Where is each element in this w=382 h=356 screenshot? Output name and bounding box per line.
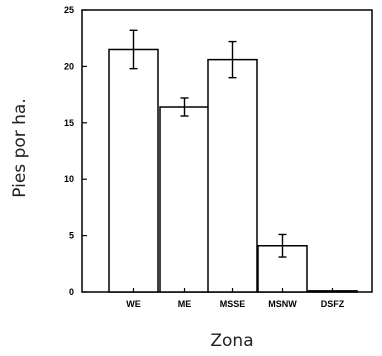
y-tick-label-5: 25 — [64, 5, 74, 15]
x-axis: WE ME MSSE MSNW DSFZ — [126, 288, 345, 309]
y-tick-label-0: 0 — [69, 287, 74, 297]
y-tick-label-3: 15 — [64, 118, 74, 128]
y-axis: 0 5 10 15 20 25 — [64, 5, 87, 297]
x-axis-title: Zona — [210, 331, 253, 351]
x-tick-label-msnw: MSNW — [268, 299, 297, 309]
bar-msse — [207, 58, 258, 293]
y-axis-title: Pies por ha. — [10, 98, 30, 198]
x-tick-label-me: ME — [178, 299, 192, 309]
bar-we — [108, 48, 159, 293]
bar-me — [159, 106, 210, 293]
x-tick-label-dsfz: DSFZ — [321, 299, 345, 309]
y-tick-label-1: 5 — [69, 231, 74, 241]
x-tick-label-msse: MSSE — [220, 299, 246, 309]
error-bars — [129, 29, 287, 258]
y-tick-label-2: 10 — [64, 174, 74, 184]
bars — [108, 48, 358, 293]
x-tick-label-we: WE — [126, 299, 141, 309]
y-tick-label-4: 20 — [64, 61, 74, 71]
